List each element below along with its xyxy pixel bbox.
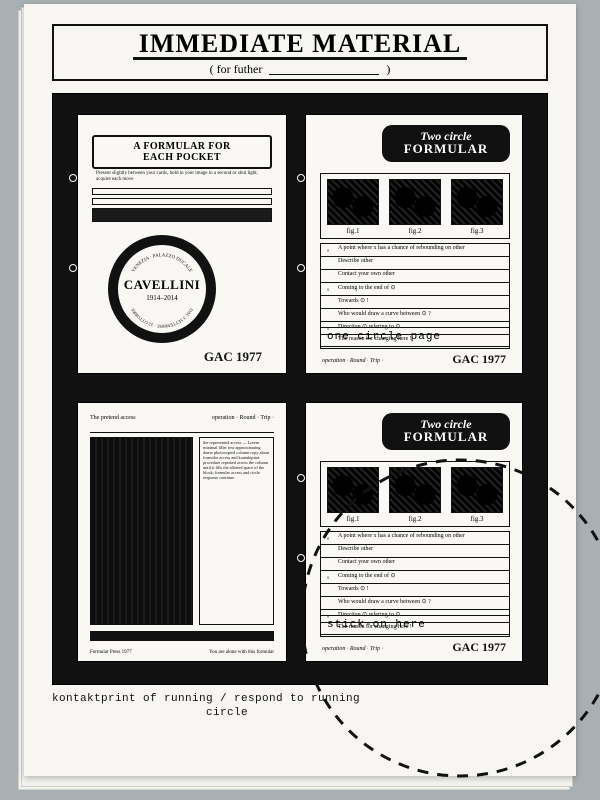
- title-box: IMMEDIATE MATERIAL ( for futher ): [52, 24, 548, 81]
- row-text: Contact your own other: [335, 558, 398, 570]
- signature: GAC 1977: [452, 352, 506, 367]
- figure: fig.1: [327, 179, 379, 235]
- figure-caption: fig.1: [327, 515, 379, 523]
- stamp-ring: VENEZIA · PALAZZO DUCALE DAL 3 SETTEMBRE…: [108, 235, 216, 343]
- bl-blackstrip: [90, 631, 274, 641]
- figure-caption: fig.2: [389, 227, 441, 235]
- form-top-left: A FORMULAR FOR EACH POCKET Present sligh…: [77, 114, 287, 374]
- figure-caption: fig.3: [451, 515, 503, 523]
- figure-row: fig.1 fig.2 fig.3: [320, 173, 510, 239]
- bl-footer-right: You are alone with this formular: [209, 650, 274, 655]
- svg-text:DAL 3 SETTEMBRE · 22 OTTOBRE: DAL 3 SETTEMBRE · 22 OTTOBRE: [130, 307, 194, 329]
- figure-thumb: [327, 467, 379, 513]
- registration-dot: [69, 264, 77, 272]
- bl-footer-left: Formular Press 1977: [90, 650, 132, 655]
- tl-subtext: Present slightly between your cards, hol…: [96, 171, 268, 182]
- form-caption: stick-on here: [320, 615, 510, 635]
- subtitle-prefix: ( for futher: [210, 62, 263, 76]
- row-text: Who would draw a curve between ⊙ ?: [335, 309, 434, 321]
- signature: GAC 1977: [452, 640, 506, 655]
- stamp-arc-top: VENEZIA · PALAZZO DUCALE: [131, 254, 192, 274]
- blank-bar: [92, 188, 272, 195]
- tl-header-line1: A FORMULAR FOR: [98, 141, 266, 152]
- stamp-arc-bottom: DAL 3 SETTEMBRE · 22 OTTOBRE: [130, 307, 194, 329]
- registration-dot: [297, 474, 305, 482]
- figure-row: fig.1 fig.2 fig.3: [320, 461, 510, 527]
- row-text: Describe other: [335, 257, 376, 269]
- figure-caption: fig.3: [451, 227, 503, 235]
- tl-header-line2: EACH POCKET: [98, 152, 266, 163]
- figure-thumb: [389, 179, 441, 225]
- registration-dot: [69, 174, 77, 182]
- document-sheet: IMMEDIATE MATERIAL ( for futher ) A FORM…: [24, 4, 576, 776]
- stamp-arc-text: VENEZIA · PALAZZO DUCALE DAL 3 SETTEMBRE…: [118, 245, 206, 333]
- row-text: Towards ⊙ !: [335, 296, 372, 308]
- subtitle-suffix: ): [386, 62, 390, 76]
- form-top-right: Two circle FORMULAR fig.1 fig.2 fig.3 ◦A…: [305, 114, 523, 374]
- row-text: Coming to the end of ⊙: [335, 283, 399, 295]
- figure: fig.3: [451, 179, 503, 235]
- bl-heading-right: operation · Round · Trip ·: [212, 415, 274, 432]
- footer-caption: kontaktprint of running / respond to run…: [52, 693, 548, 721]
- page-title: IMMEDIATE MATERIAL: [133, 30, 468, 60]
- paper-stack: IMMEDIATE MATERIAL ( for futher ) A FORM…: [24, 4, 576, 784]
- bl-footer: Formular Press 1977 You are alone with t…: [90, 650, 274, 655]
- footer-line1: kontaktprint of running / respond to run…: [52, 693, 360, 705]
- row-text: Contact your own other: [335, 270, 398, 282]
- figure-caption: fig.1: [327, 227, 379, 235]
- row-text: Who would draw a curve between ⊙ ?: [335, 597, 434, 609]
- figure-caption: fig.2: [389, 515, 441, 523]
- registration-dot: [297, 264, 305, 272]
- form-bottom-right: Two circle FORMULAR fig.1 fig.2 fig.3 ◦A…: [305, 402, 523, 662]
- figure-thumb: [327, 179, 379, 225]
- tl-header: A FORMULAR FOR EACH POCKET: [92, 135, 272, 169]
- figure: fig.2: [389, 467, 441, 523]
- figure-thumb: [451, 467, 503, 513]
- figure-thumb: [389, 467, 441, 513]
- row-text: A point where x has a chance of reboundi…: [335, 244, 468, 256]
- banner-line2: FORMULAR: [388, 430, 504, 444]
- bl-stripes: [90, 437, 193, 625]
- row-text: Coming to the end of ⊙: [335, 571, 399, 583]
- tl-blackstrip: [92, 208, 272, 222]
- blank-bar: [92, 198, 272, 205]
- bl-textcol: the represented access — Lorem minimal f…: [199, 437, 274, 625]
- form-bottom-left: The pretend access operation · Round · T…: [77, 402, 287, 662]
- figure: fig.3: [451, 467, 503, 523]
- two-circle-banner: Two circle FORMULAR: [382, 413, 510, 450]
- svg-text:VENEZIA · PALAZZO DUCALE: VENEZIA · PALAZZO DUCALE: [131, 254, 192, 274]
- tl-bars: [92, 188, 272, 205]
- figure: fig.1: [327, 467, 379, 523]
- figure: fig.2: [389, 179, 441, 235]
- subtitle-blank: [269, 74, 379, 75]
- bl-heading-left: The pretend access: [90, 415, 136, 432]
- small-note: operation · Round · Trip ·: [322, 358, 383, 364]
- row-text: A point where x has a chance of reboundi…: [335, 532, 468, 544]
- form-caption: one circle page: [320, 327, 510, 347]
- black-panel: A FORMULAR FOR EACH POCKET Present sligh…: [52, 93, 548, 685]
- small-note: operation · Round · Trip ·: [322, 646, 383, 652]
- bl-header: The pretend access operation · Round · T…: [90, 415, 274, 433]
- registration-dot: [297, 554, 305, 562]
- row-text: Towards ⊙ !: [335, 584, 372, 596]
- cavellini-stamp: VENEZIA · PALAZZO DUCALE DAL 3 SETTEMBRE…: [108, 235, 216, 343]
- signature: GAC 1977: [204, 349, 262, 365]
- footer-line2: circle: [52, 707, 548, 721]
- registration-dot: [297, 174, 305, 182]
- two-circle-banner: Two circle FORMULAR: [382, 125, 510, 162]
- bl-body: the represented access — Lorem minimal f…: [90, 437, 274, 625]
- page-subtitle: ( for futher ): [64, 62, 536, 77]
- figure-thumb: [451, 179, 503, 225]
- row-text: Describe other: [335, 545, 376, 557]
- banner-line2: FORMULAR: [388, 142, 504, 156]
